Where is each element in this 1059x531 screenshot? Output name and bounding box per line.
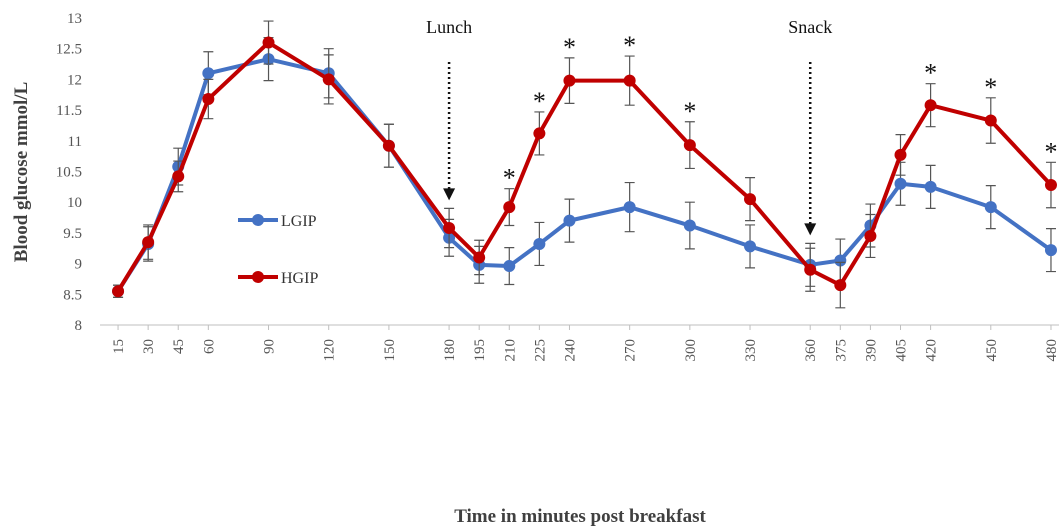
significance-marker: * <box>563 33 576 62</box>
y-tick-label: 12.5 <box>56 42 82 58</box>
point <box>834 279 847 292</box>
point <box>984 201 997 214</box>
point <box>984 114 997 127</box>
x-tick-label: 240 <box>562 339 578 362</box>
x-tick-label: 480 <box>1044 339 1059 362</box>
significance-marker: * <box>1044 137 1057 166</box>
point <box>1044 179 1057 192</box>
y-tick-label: 12 <box>67 72 82 88</box>
legend-label: HGIP <box>281 270 318 287</box>
y-tick-label: 9.5 <box>63 226 82 242</box>
point <box>744 240 757 253</box>
legend-label: LGIP <box>281 213 317 230</box>
point <box>112 285 125 298</box>
series-line <box>116 57 1053 293</box>
x-tick-label: 270 <box>623 339 639 362</box>
significance-marker: * <box>683 97 696 126</box>
point <box>202 67 215 80</box>
point <box>834 254 847 267</box>
point <box>503 260 516 273</box>
point <box>683 139 696 152</box>
point <box>623 201 636 214</box>
point <box>924 180 937 193</box>
y-tick-label: 10.5 <box>56 165 82 181</box>
point <box>382 139 395 152</box>
x-tick-label: 375 <box>833 339 849 362</box>
x-tick-label: 405 <box>894 339 910 362</box>
x-tick-label: 330 <box>743 339 759 362</box>
annotation-label: Snack <box>788 17 832 37</box>
point <box>473 251 486 264</box>
legend-swatch-marker <box>252 214 264 226</box>
y-tick-label: 13 <box>67 11 82 27</box>
x-tick-label: 195 <box>472 339 488 362</box>
annotation-label: Lunch <box>426 17 472 37</box>
significance-marker: * <box>924 59 937 88</box>
point <box>443 221 456 234</box>
significance-marker: * <box>984 73 997 102</box>
y-tick-label: 9 <box>75 257 83 273</box>
point <box>533 237 546 250</box>
point <box>262 36 275 49</box>
x-tick-label: 60 <box>201 339 217 354</box>
y-tick-label: 8.5 <box>63 287 82 303</box>
x-tick-label: 30 <box>141 339 157 354</box>
point <box>924 99 937 112</box>
significance-marker: * <box>623 31 636 60</box>
y-tick-label: 8 <box>75 318 83 334</box>
y-axis-title: Blood glucose mmol/L <box>11 82 32 263</box>
point <box>864 229 877 242</box>
y-tick-label: 11.5 <box>56 103 82 119</box>
x-tick-label: 360 <box>803 339 819 362</box>
significance-marker: * <box>533 87 546 116</box>
x-tick-label: 390 <box>863 339 879 362</box>
legend-swatch-marker <box>252 271 264 283</box>
point <box>1044 244 1057 257</box>
point <box>322 73 335 86</box>
annotation-arrowhead <box>443 188 456 201</box>
point <box>563 74 576 87</box>
x-tick-label: 150 <box>382 339 398 362</box>
point <box>804 263 817 276</box>
point <box>894 177 907 190</box>
point <box>533 127 546 140</box>
x-tick-label: 90 <box>262 339 278 354</box>
point <box>894 148 907 161</box>
x-tick-label: 120 <box>322 339 338 362</box>
x-tick-label: 225 <box>532 339 548 362</box>
point <box>503 201 516 214</box>
point <box>172 170 185 183</box>
x-tick-label: 180 <box>442 339 458 362</box>
x-tick-label: 300 <box>683 339 699 362</box>
x-tick-label: 420 <box>924 339 940 362</box>
point <box>563 214 576 227</box>
significance-marker: * <box>503 164 516 193</box>
x-tick-label: 45 <box>171 339 187 354</box>
x-axis-title: Time in minutes post breakfast <box>454 506 706 527</box>
x-tick-label: 15 <box>111 339 127 354</box>
point <box>623 74 636 87</box>
y-tick-label: 11 <box>68 134 82 150</box>
x-tick-label: 210 <box>502 339 518 362</box>
point <box>202 93 215 106</box>
point <box>683 219 696 232</box>
y-tick-label: 10 <box>67 195 82 211</box>
point <box>142 236 155 249</box>
annotation-arrowhead <box>804 223 817 236</box>
point <box>744 193 757 206</box>
x-tick-label: 450 <box>984 339 1000 362</box>
series-line <box>116 40 1053 293</box>
